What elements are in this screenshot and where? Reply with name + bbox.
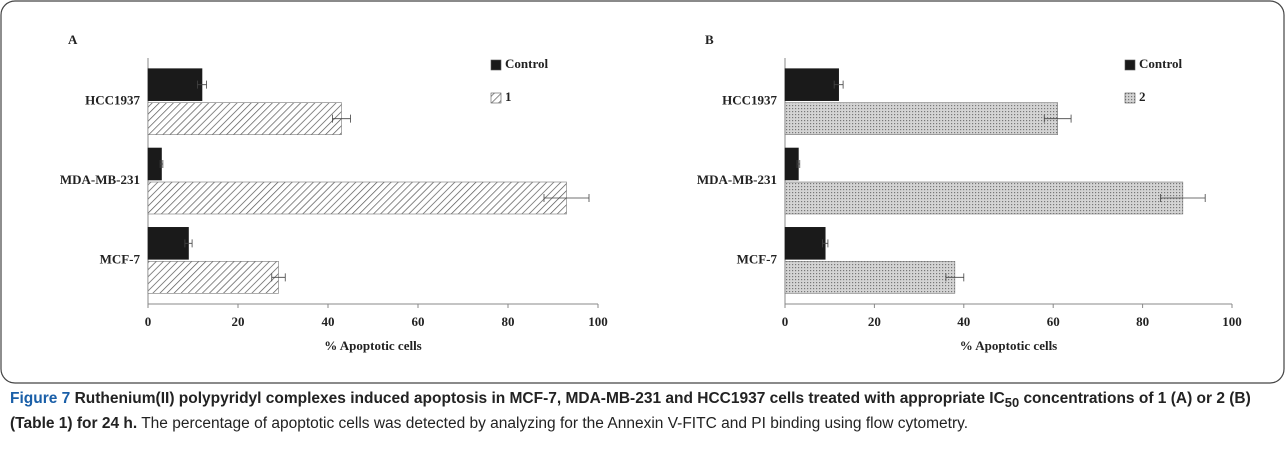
x-tick-label: 0 bbox=[782, 314, 789, 329]
bar bbox=[784, 227, 826, 260]
bar bbox=[147, 147, 162, 181]
x-tick-label: 0 bbox=[145, 314, 152, 329]
x-tick-label: 100 bbox=[1222, 314, 1242, 329]
error-bar bbox=[796, 160, 801, 168]
x-axis-label: % Apoptotic cells bbox=[324, 338, 422, 353]
caption-title: Ruthenium(II) polypyridyl complexes indu… bbox=[74, 390, 1005, 407]
caption-subscript: 50 bbox=[1004, 395, 1020, 411]
error-bar bbox=[271, 273, 286, 282]
error-bar bbox=[184, 239, 193, 248]
x-axis-label: % Apoptotic cells bbox=[960, 338, 1058, 353]
error-bar bbox=[332, 114, 351, 123]
y-tick-label: HCC1937 bbox=[722, 93, 777, 108]
y-tick-label: MCF-7 bbox=[737, 251, 778, 266]
error-bar bbox=[543, 194, 590, 202]
caption-label: Figure 7 bbox=[10, 390, 71, 407]
error-bar bbox=[159, 160, 164, 168]
legend-swatch bbox=[490, 92, 502, 104]
x-tick-label: 40 bbox=[322, 314, 335, 329]
legend-label: 2 bbox=[1139, 89, 1146, 104]
y-tick-label: MCF-7 bbox=[100, 251, 141, 266]
caption-title: concentrations of 1 (A) or 2 (B) (Table … bbox=[10, 390, 1251, 433]
bar bbox=[147, 261, 279, 294]
bar bbox=[784, 181, 1184, 215]
error-bar bbox=[1043, 114, 1072, 123]
x-tick-label: 20 bbox=[232, 314, 245, 329]
panel-label: A bbox=[68, 32, 78, 47]
bar bbox=[784, 102, 1058, 135]
x-tick-label: 40 bbox=[957, 314, 970, 329]
bar bbox=[784, 261, 956, 294]
bar bbox=[147, 102, 342, 135]
error-bar bbox=[822, 239, 829, 248]
y-tick-label: MDA-MB-231 bbox=[60, 172, 140, 187]
bar bbox=[784, 68, 839, 101]
x-tick-label: 80 bbox=[1136, 314, 1149, 329]
legend-swatch bbox=[490, 59, 502, 71]
caption-body: The percentage of apoptotic cells was de… bbox=[141, 415, 969, 433]
bar bbox=[147, 227, 189, 260]
panel-label: B bbox=[705, 32, 714, 47]
bar bbox=[784, 147, 799, 181]
y-tick-label: MDA-MB-231 bbox=[697, 172, 777, 187]
error-bar bbox=[197, 80, 207, 89]
legend-swatch bbox=[1124, 59, 1136, 71]
figure: A0 20 40 60 80 100% Apoptotic cellsHCC1937MDA… bbox=[0, 0, 1285, 384]
x-tick-label: 60 bbox=[412, 314, 425, 329]
legend-swatch bbox=[1124, 92, 1136, 104]
legend-label: Control bbox=[1139, 56, 1182, 71]
legend-label: Control bbox=[505, 56, 548, 71]
y-tick-label: HCC1937 bbox=[85, 93, 140, 108]
bar bbox=[147, 68, 203, 101]
x-tick-label: 100 bbox=[588, 314, 608, 329]
legend-label: 1 bbox=[505, 89, 512, 104]
x-tick-label: 80 bbox=[502, 314, 515, 329]
x-tick-label: 60 bbox=[1047, 314, 1060, 329]
error-bar bbox=[945, 273, 965, 282]
error-bar bbox=[1160, 194, 1206, 202]
error-bar bbox=[833, 80, 844, 89]
bar bbox=[147, 181, 567, 215]
x-tick-label: 20 bbox=[868, 314, 881, 329]
caption: Figure 7 Ruthenium(II) polypyridyl compl… bbox=[10, 388, 1275, 434]
frame bbox=[0, 0, 1285, 384]
